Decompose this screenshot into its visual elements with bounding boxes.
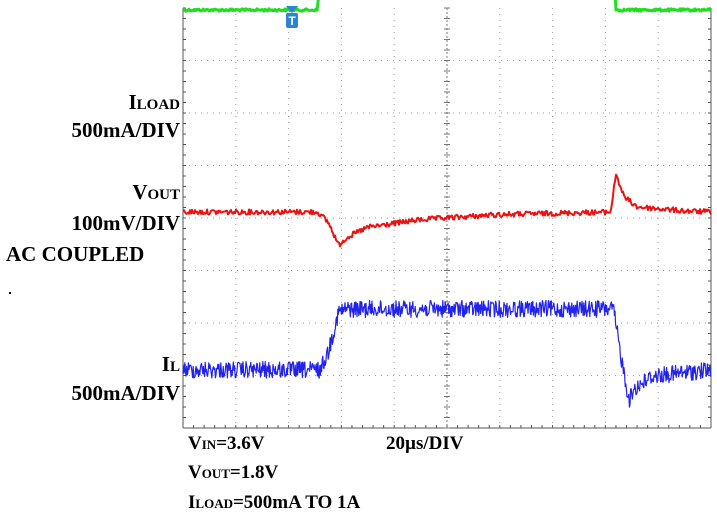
trace-vout <box>182 173 712 248</box>
trigger-badge <box>286 13 298 28</box>
channel-scale-iload: 500mA/DIV <box>71 118 181 142</box>
channel-label-iload: ILOAD <box>128 90 180 114</box>
trigger-arrow-icon <box>286 6 298 13</box>
grid <box>182 7 712 429</box>
channel-coupling-vout: AC COUPLED <box>6 242 145 266</box>
channel-label-vout: VOUT <box>132 180 180 204</box>
condition-vin: VIN=3.6V <box>188 433 265 454</box>
channel-scale-vout: 100mV/DIV <box>71 211 181 235</box>
trace-iload <box>181 0 713 13</box>
trigger-marker: T <box>286 6 298 28</box>
channel-scale-il: 500mA/DIV <box>71 381 181 405</box>
stray-dot <box>9 292 11 294</box>
condition-vout: VOUT=1.8V <box>188 462 279 483</box>
trace-il <box>182 299 711 408</box>
channel-label-il: IL <box>161 352 180 376</box>
traces <box>181 0 713 408</box>
time-scale: 20µs/DIV <box>386 433 464 454</box>
trigger-label: T <box>288 14 296 28</box>
condition-iload: ILOAD=500mA TO 1A <box>188 492 361 513</box>
